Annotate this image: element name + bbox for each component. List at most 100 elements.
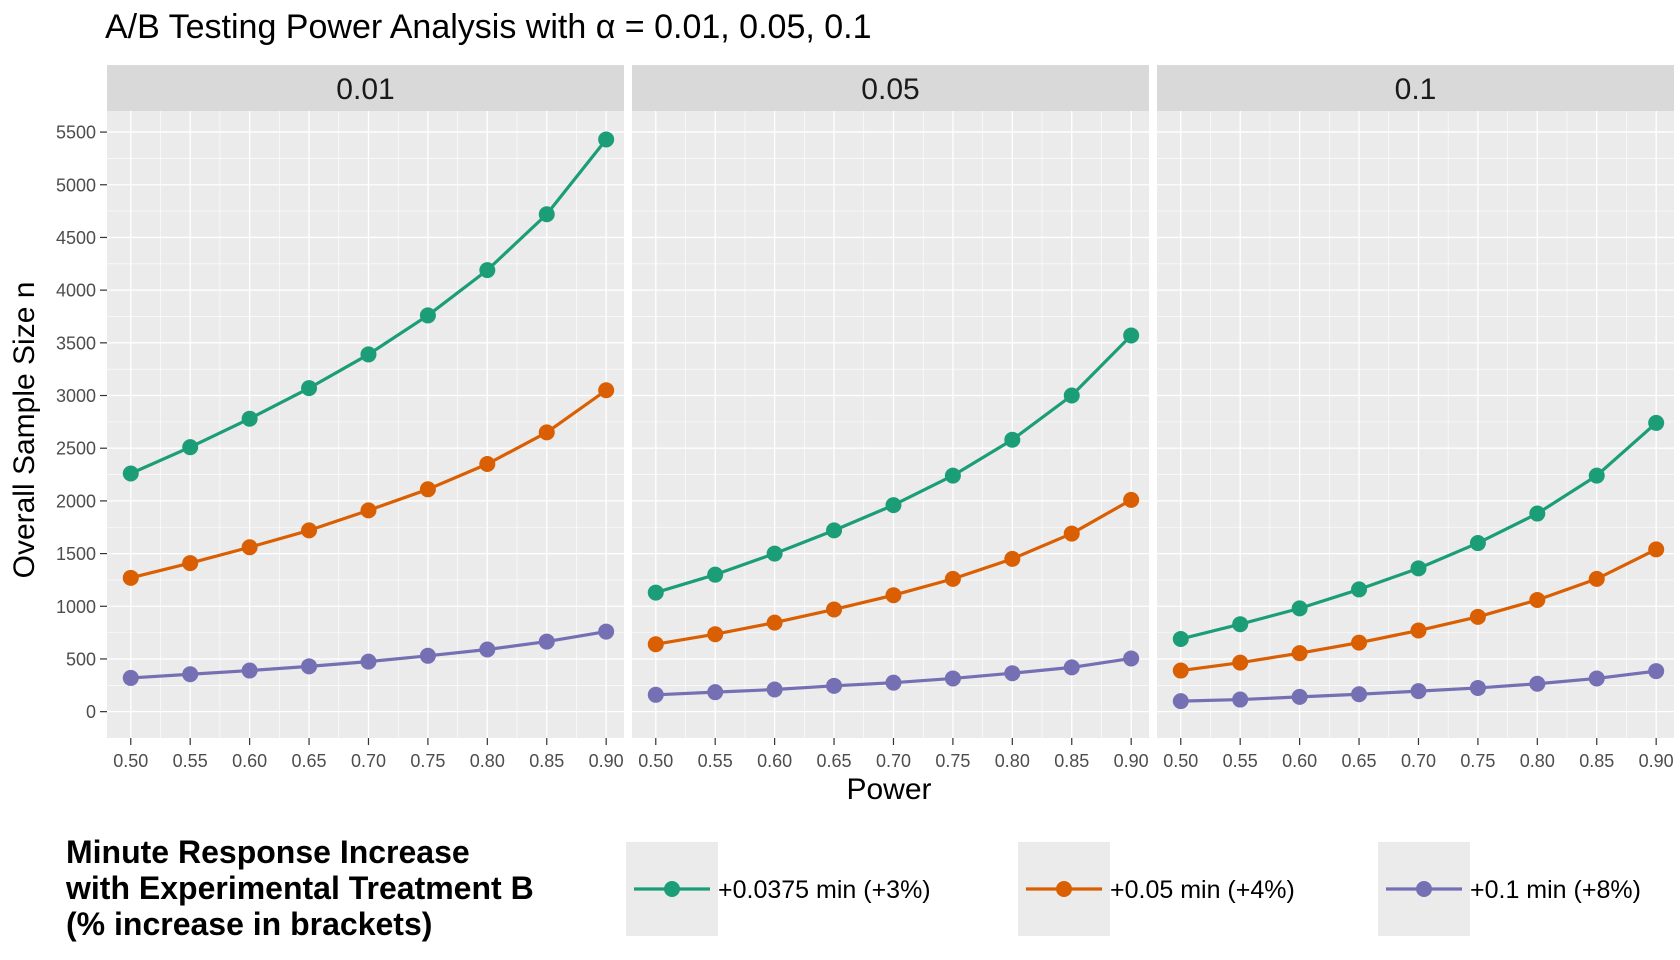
data-point — [885, 587, 902, 604]
data-point — [241, 410, 258, 427]
data-point — [1123, 491, 1140, 508]
facet-panel: 0.1 0.50 0.55 0.60 0.65 0.70 0.75 0.80 0.85 0.90 — [1157, 65, 1674, 771]
x-tick-label: 0.85 — [1054, 751, 1089, 771]
x-tick-label: 0.90 — [1114, 751, 1149, 771]
data-point — [647, 686, 664, 703]
x-tick-label: 0.50 — [638, 751, 673, 771]
y-tick-label: 4500 — [56, 228, 96, 248]
y-tick-label: 2500 — [56, 439, 96, 459]
data-point — [1588, 467, 1605, 484]
x-axis-title: Power — [846, 773, 931, 806]
data-point — [419, 481, 436, 498]
data-point — [1004, 550, 1021, 567]
data-point — [707, 684, 724, 701]
x-tick-label: 0.90 — [1639, 751, 1674, 771]
data-point — [1410, 622, 1427, 639]
y-tick-label: 4000 — [56, 281, 96, 301]
y-tick-label: 2000 — [56, 491, 96, 511]
data-point — [1123, 327, 1140, 344]
data-point — [1648, 541, 1665, 558]
data-point — [1291, 600, 1308, 617]
y-axis: 0 500 1000 1500 2000 2500 3000 3500 4000 4500 5000… — [56, 123, 107, 722]
legend-label: +0.1 min (+8%) — [1470, 876, 1641, 904]
data-point — [1588, 670, 1605, 687]
data-point — [1063, 387, 1080, 404]
facet-strip — [107, 65, 624, 111]
x-tick-label: 0.80 — [470, 751, 505, 771]
data-point — [1529, 591, 1546, 608]
x-tick-label: 0.85 — [529, 751, 564, 771]
data-point — [1232, 691, 1249, 708]
y-axis-title: Overall Sample Size n — [8, 282, 41, 579]
data-point — [826, 601, 843, 618]
facet-strip-label: 0.1 — [1395, 73, 1437, 106]
data-point — [766, 614, 783, 631]
x-tick-label: 0.50 — [113, 751, 148, 771]
y-tick-label: 0 — [86, 702, 96, 722]
data-point — [1529, 675, 1546, 692]
data-point — [826, 522, 843, 539]
data-point — [1469, 608, 1486, 625]
data-point — [1004, 665, 1021, 682]
data-point — [1291, 688, 1308, 705]
data-point — [1172, 693, 1189, 710]
data-point — [1648, 414, 1665, 431]
y-tick-label: 1500 — [56, 544, 96, 564]
data-point — [1063, 659, 1080, 676]
facet-strip-label: 0.05 — [861, 73, 919, 106]
data-point — [1410, 560, 1427, 577]
data-point — [479, 456, 496, 473]
data-point — [1123, 650, 1140, 667]
data-point — [1063, 525, 1080, 542]
data-point — [301, 380, 318, 397]
data-point — [1469, 679, 1486, 696]
y-tick-label: 3000 — [56, 386, 96, 406]
data-point — [1351, 686, 1368, 703]
facet-strip — [632, 65, 1149, 111]
facet-strip — [1157, 65, 1674, 111]
data-point — [598, 131, 615, 148]
data-point — [598, 382, 615, 399]
legend-label: +0.0375 min (+3%) — [718, 876, 931, 904]
facet-panel: 0.05 0.50 0.55 0.60 0.65 0.70 0.75 0.80 0.85 0.90 — [632, 65, 1149, 771]
x-tick-label: 0.80 — [995, 751, 1030, 771]
data-point — [538, 633, 555, 650]
x-tick-label: 0.55 — [1223, 751, 1258, 771]
data-point — [538, 206, 555, 223]
x-tick-label: 0.65 — [817, 751, 852, 771]
panel-background — [107, 111, 624, 738]
y-tick-label: 500 — [66, 649, 96, 669]
data-point — [1232, 616, 1249, 633]
legend-key-point — [1056, 881, 1072, 897]
data-point — [182, 439, 199, 456]
data-point — [479, 262, 496, 279]
data-point — [122, 465, 139, 482]
x-tick-label: 0.60 — [232, 751, 267, 771]
data-point — [479, 641, 496, 658]
legend-key-point — [1416, 881, 1432, 897]
data-point — [241, 539, 258, 556]
facet-strip-label: 0.01 — [336, 73, 394, 106]
x-tick-label: 0.60 — [1282, 751, 1317, 771]
data-point — [1232, 654, 1249, 671]
x-tick-label: 0.50 — [1163, 751, 1198, 771]
data-point — [1351, 634, 1368, 651]
x-tick-label: 0.55 — [173, 751, 208, 771]
data-point — [1469, 535, 1486, 552]
y-tick-label: 5500 — [56, 123, 96, 143]
data-point — [301, 658, 318, 675]
facet-panel: 0.01 0.50 0.55 0.60 0.65 0.70 0.75 0.80 0.85 0.90 — [107, 65, 624, 771]
x-tick-label: 0.75 — [935, 751, 970, 771]
data-point — [1004, 431, 1021, 448]
x-tick-label: 0.75 — [410, 751, 445, 771]
y-tick-label: 3500 — [56, 333, 96, 353]
data-point — [885, 674, 902, 691]
data-point — [360, 502, 377, 519]
data-point — [182, 555, 199, 572]
data-point — [241, 662, 258, 679]
data-point — [826, 677, 843, 694]
data-point — [1172, 630, 1189, 647]
data-point — [647, 636, 664, 653]
